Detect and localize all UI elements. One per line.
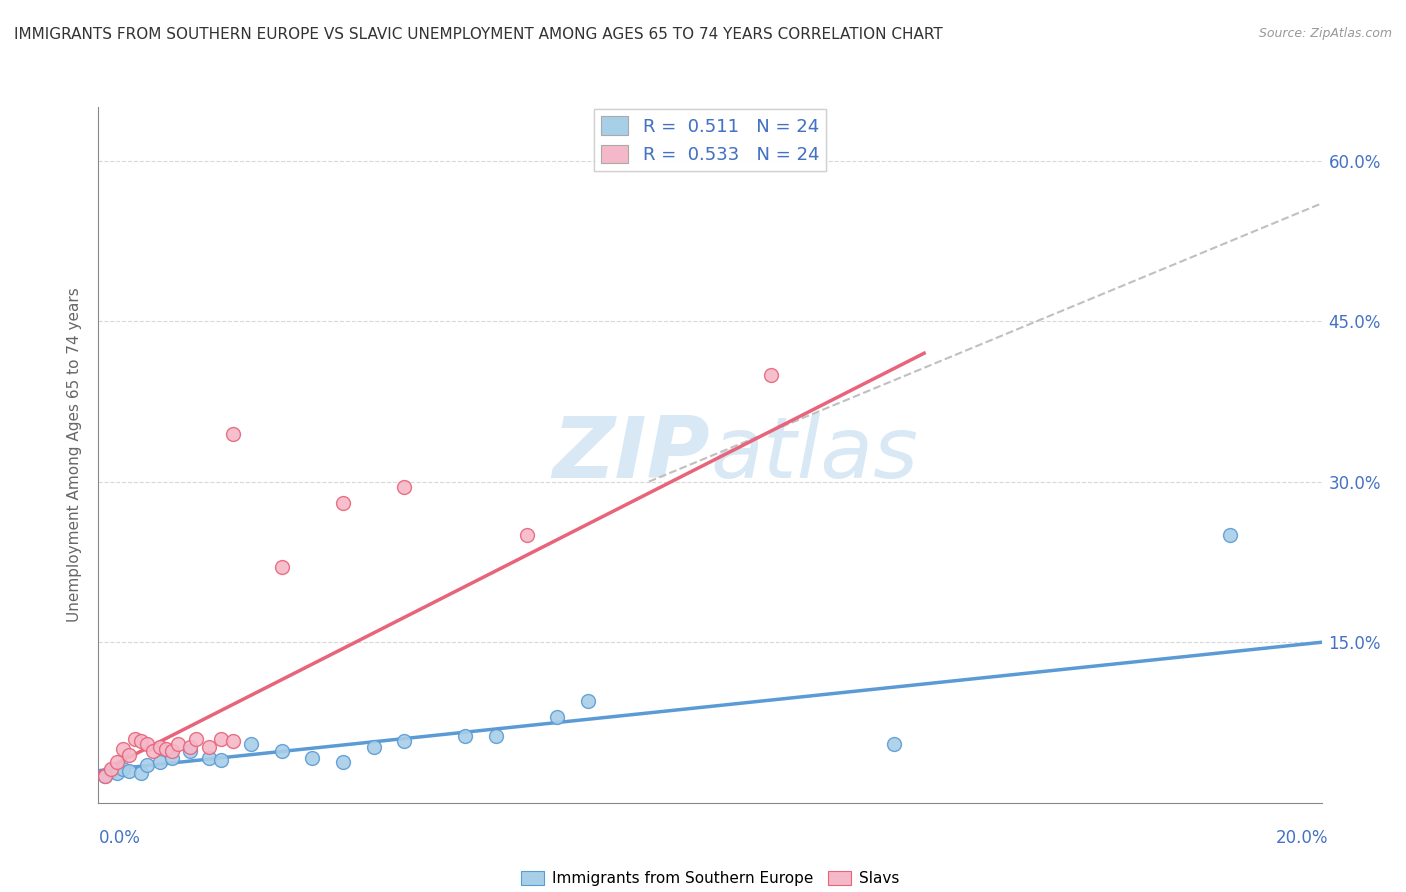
Point	[100, 762, 122, 776]
Y-axis label: Unemployment Among Ages 65 to 74 years: Unemployment Among Ages 65 to 74 years	[66, 287, 82, 623]
Point	[392, 480, 416, 494]
Point	[118, 747, 141, 762]
Point	[392, 733, 416, 747]
Point	[142, 744, 165, 758]
Point	[883, 737, 905, 751]
Point	[179, 744, 201, 758]
Point	[186, 731, 208, 746]
Point	[105, 765, 128, 780]
Point	[160, 744, 183, 758]
Point	[136, 737, 159, 751]
Point	[129, 765, 152, 780]
Point	[363, 740, 385, 755]
Point	[167, 737, 190, 751]
Point	[118, 764, 141, 778]
Text: ZIP: ZIP	[553, 413, 710, 497]
Point	[516, 528, 538, 542]
Point	[454, 730, 477, 744]
Point	[270, 560, 292, 574]
Point	[197, 740, 219, 755]
Point	[149, 755, 172, 769]
Point	[197, 751, 219, 765]
Text: Source: ZipAtlas.com: Source: ZipAtlas.com	[1258, 27, 1392, 40]
Point	[332, 496, 354, 510]
Point	[485, 730, 508, 744]
Point	[759, 368, 782, 382]
Text: 20.0%: 20.0%	[1277, 829, 1329, 847]
Point	[240, 737, 263, 751]
Text: atlas: atlas	[710, 413, 918, 497]
Point	[111, 742, 134, 756]
Point	[124, 731, 146, 746]
Point	[222, 733, 245, 747]
Point	[1219, 528, 1241, 542]
Point	[93, 769, 115, 783]
Point	[209, 753, 232, 767]
Text: IMMIGRANTS FROM SOUTHERN EUROPE VS SLAVIC UNEMPLOYMENT AMONG AGES 65 TO 74 YEARS: IMMIGRANTS FROM SOUTHERN EUROPE VS SLAVI…	[14, 27, 943, 42]
Point	[576, 694, 599, 708]
Legend: R =  0.511   N = 24, R =  0.533   N = 24: R = 0.511 N = 24, R = 0.533 N = 24	[593, 109, 827, 171]
Point	[270, 744, 292, 758]
Point	[93, 769, 115, 783]
Point	[301, 751, 323, 765]
Text: 0.0%: 0.0%	[98, 829, 141, 847]
Point	[160, 751, 183, 765]
Point	[105, 755, 128, 769]
Point	[222, 426, 245, 441]
Point	[209, 731, 232, 746]
Point	[100, 764, 122, 778]
Point	[111, 762, 134, 776]
Point	[129, 733, 152, 747]
Point	[332, 755, 354, 769]
Point	[136, 758, 159, 772]
Point	[149, 740, 172, 755]
Point	[179, 740, 201, 755]
Point	[546, 710, 568, 724]
Point	[155, 742, 177, 756]
